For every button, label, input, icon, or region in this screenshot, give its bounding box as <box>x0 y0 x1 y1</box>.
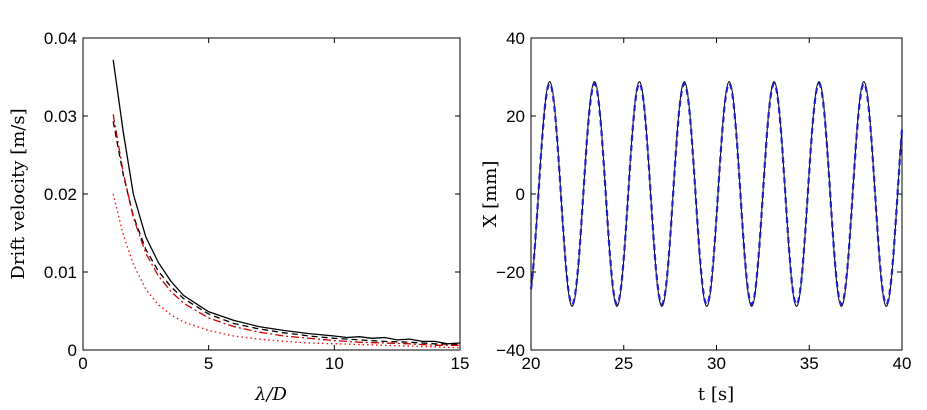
left-ytick-label: 0.01 <box>44 263 77 282</box>
right-xtick-label: 40 <box>893 354 912 373</box>
left-ylabel: Drift velocity [m/s] <box>8 108 29 279</box>
right-ytick-label: 0 <box>516 185 525 204</box>
left-chart: 0 5 10 15 0 0.01 0.02 0.03 0.04 λ/D Drift veloci… <box>8 29 469 405</box>
left-ytick-label: 0 <box>68 341 77 360</box>
left-xtick-label: 15 <box>451 354 470 373</box>
right-ytick-label: −20 <box>496 263 525 282</box>
left-plot-area <box>82 37 461 351</box>
left-ticks: 0 5 10 15 0 0.01 0.02 0.03 0.04 <box>44 29 470 373</box>
right-series-dashed-blue <box>529 82 904 306</box>
right-ylabel: X [mm] <box>480 161 501 228</box>
left-xtick-label: 0 <box>78 354 87 373</box>
left-series-solid-black <box>112 59 461 345</box>
right-ytick-label: 20 <box>506 107 525 126</box>
left-xlabel: λ/D <box>254 384 287 405</box>
right-xtick-label: 20 <box>522 354 541 373</box>
left-series-dashdot-red <box>112 114 460 346</box>
left-series-dashed-black <box>112 121 461 346</box>
right-xlabel: t [s] <box>698 384 734 405</box>
left-series <box>112 59 461 349</box>
right-plot-area <box>530 37 903 351</box>
right-xtick-label: 35 <box>800 354 819 373</box>
right-series <box>529 81 904 307</box>
right-ytick-label: −40 <box>496 341 525 360</box>
left-xtick-label: 5 <box>204 354 213 373</box>
left-ytick-label: 0.04 <box>44 29 77 48</box>
right-ytick-label: 40 <box>506 29 525 48</box>
right-chart: 20 25 30 35 40 −40 −20 0 20 40 t [s] X [mm] <box>480 29 911 405</box>
right-ticks: 20 25 30 35 40 −40 −20 0 20 40 <box>496 29 911 373</box>
right-xtick-label: 30 <box>707 354 726 373</box>
right-xtick-label: 25 <box>614 354 633 373</box>
left-xtick-label: 10 <box>325 354 344 373</box>
left-ytick-label: 0.03 <box>44 107 77 126</box>
left-series-dotted-red <box>112 193 461 349</box>
left-ytick-label: 0.02 <box>44 185 77 204</box>
